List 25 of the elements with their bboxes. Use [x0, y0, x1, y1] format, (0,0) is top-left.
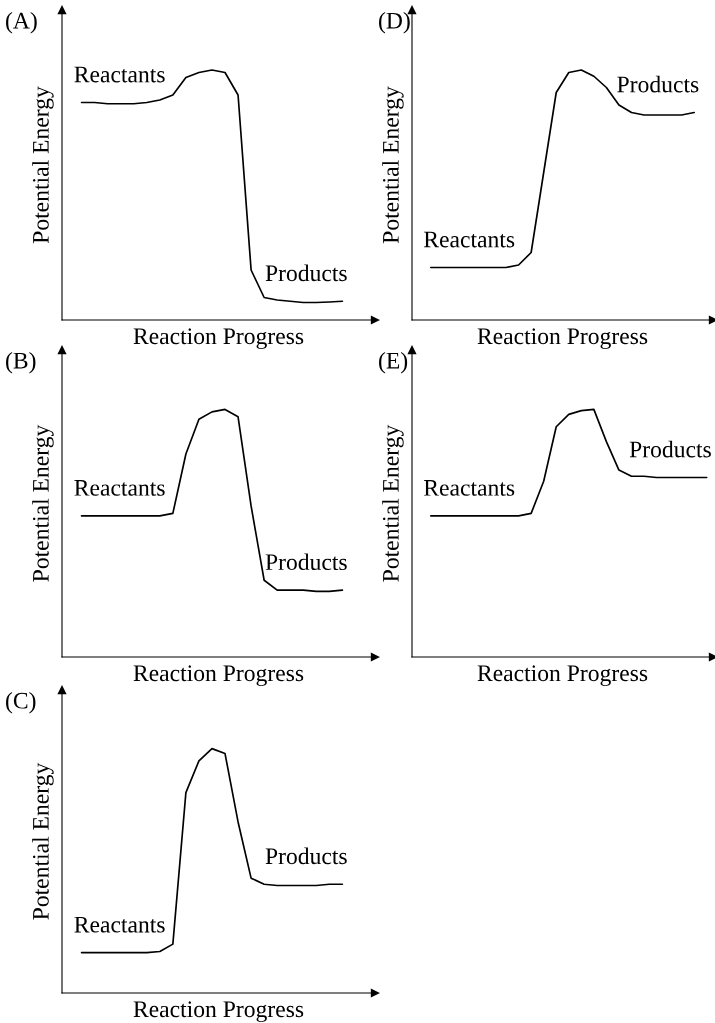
x-axis-title: Reaction Progress — [477, 328, 648, 350]
chart-title: (A) — [6, 12, 37, 34]
x-axis-title: Reaction Progress — [477, 665, 648, 687]
chart-title: (D) — [379, 12, 410, 34]
x-axis-title: Reaction Progress — [133, 1001, 304, 1023]
annotation: Products — [265, 553, 347, 571]
annotation: Reactants — [423, 231, 515, 248]
chart-title: (C) — [6, 692, 36, 714]
y-axis-title: Potential Energy — [382, 86, 404, 244]
chart-title: (E) — [379, 352, 408, 374]
annotation: Reactants — [74, 916, 165, 933]
annotation: Reactants — [423, 480, 515, 496]
y-axis-title: Potential Energy — [32, 424, 54, 582]
annotation: Products — [617, 75, 699, 93]
annotation: Reactants — [74, 66, 165, 83]
annotation: Products — [629, 440, 711, 458]
annotation: Products — [265, 847, 347, 865]
y-axis-title: Potential Energy — [382, 424, 404, 582]
annotation: Reactants — [74, 480, 165, 496]
y-axis-title: Potential Energy — [32, 86, 54, 244]
y-axis-title: Potential Energy — [32, 762, 54, 920]
x-axis-title: Reaction Progress — [133, 665, 304, 687]
x-axis-title: Reaction Progress — [133, 328, 304, 350]
annotation: Products — [265, 264, 347, 282]
chart-title: (B) — [6, 352, 36, 374]
